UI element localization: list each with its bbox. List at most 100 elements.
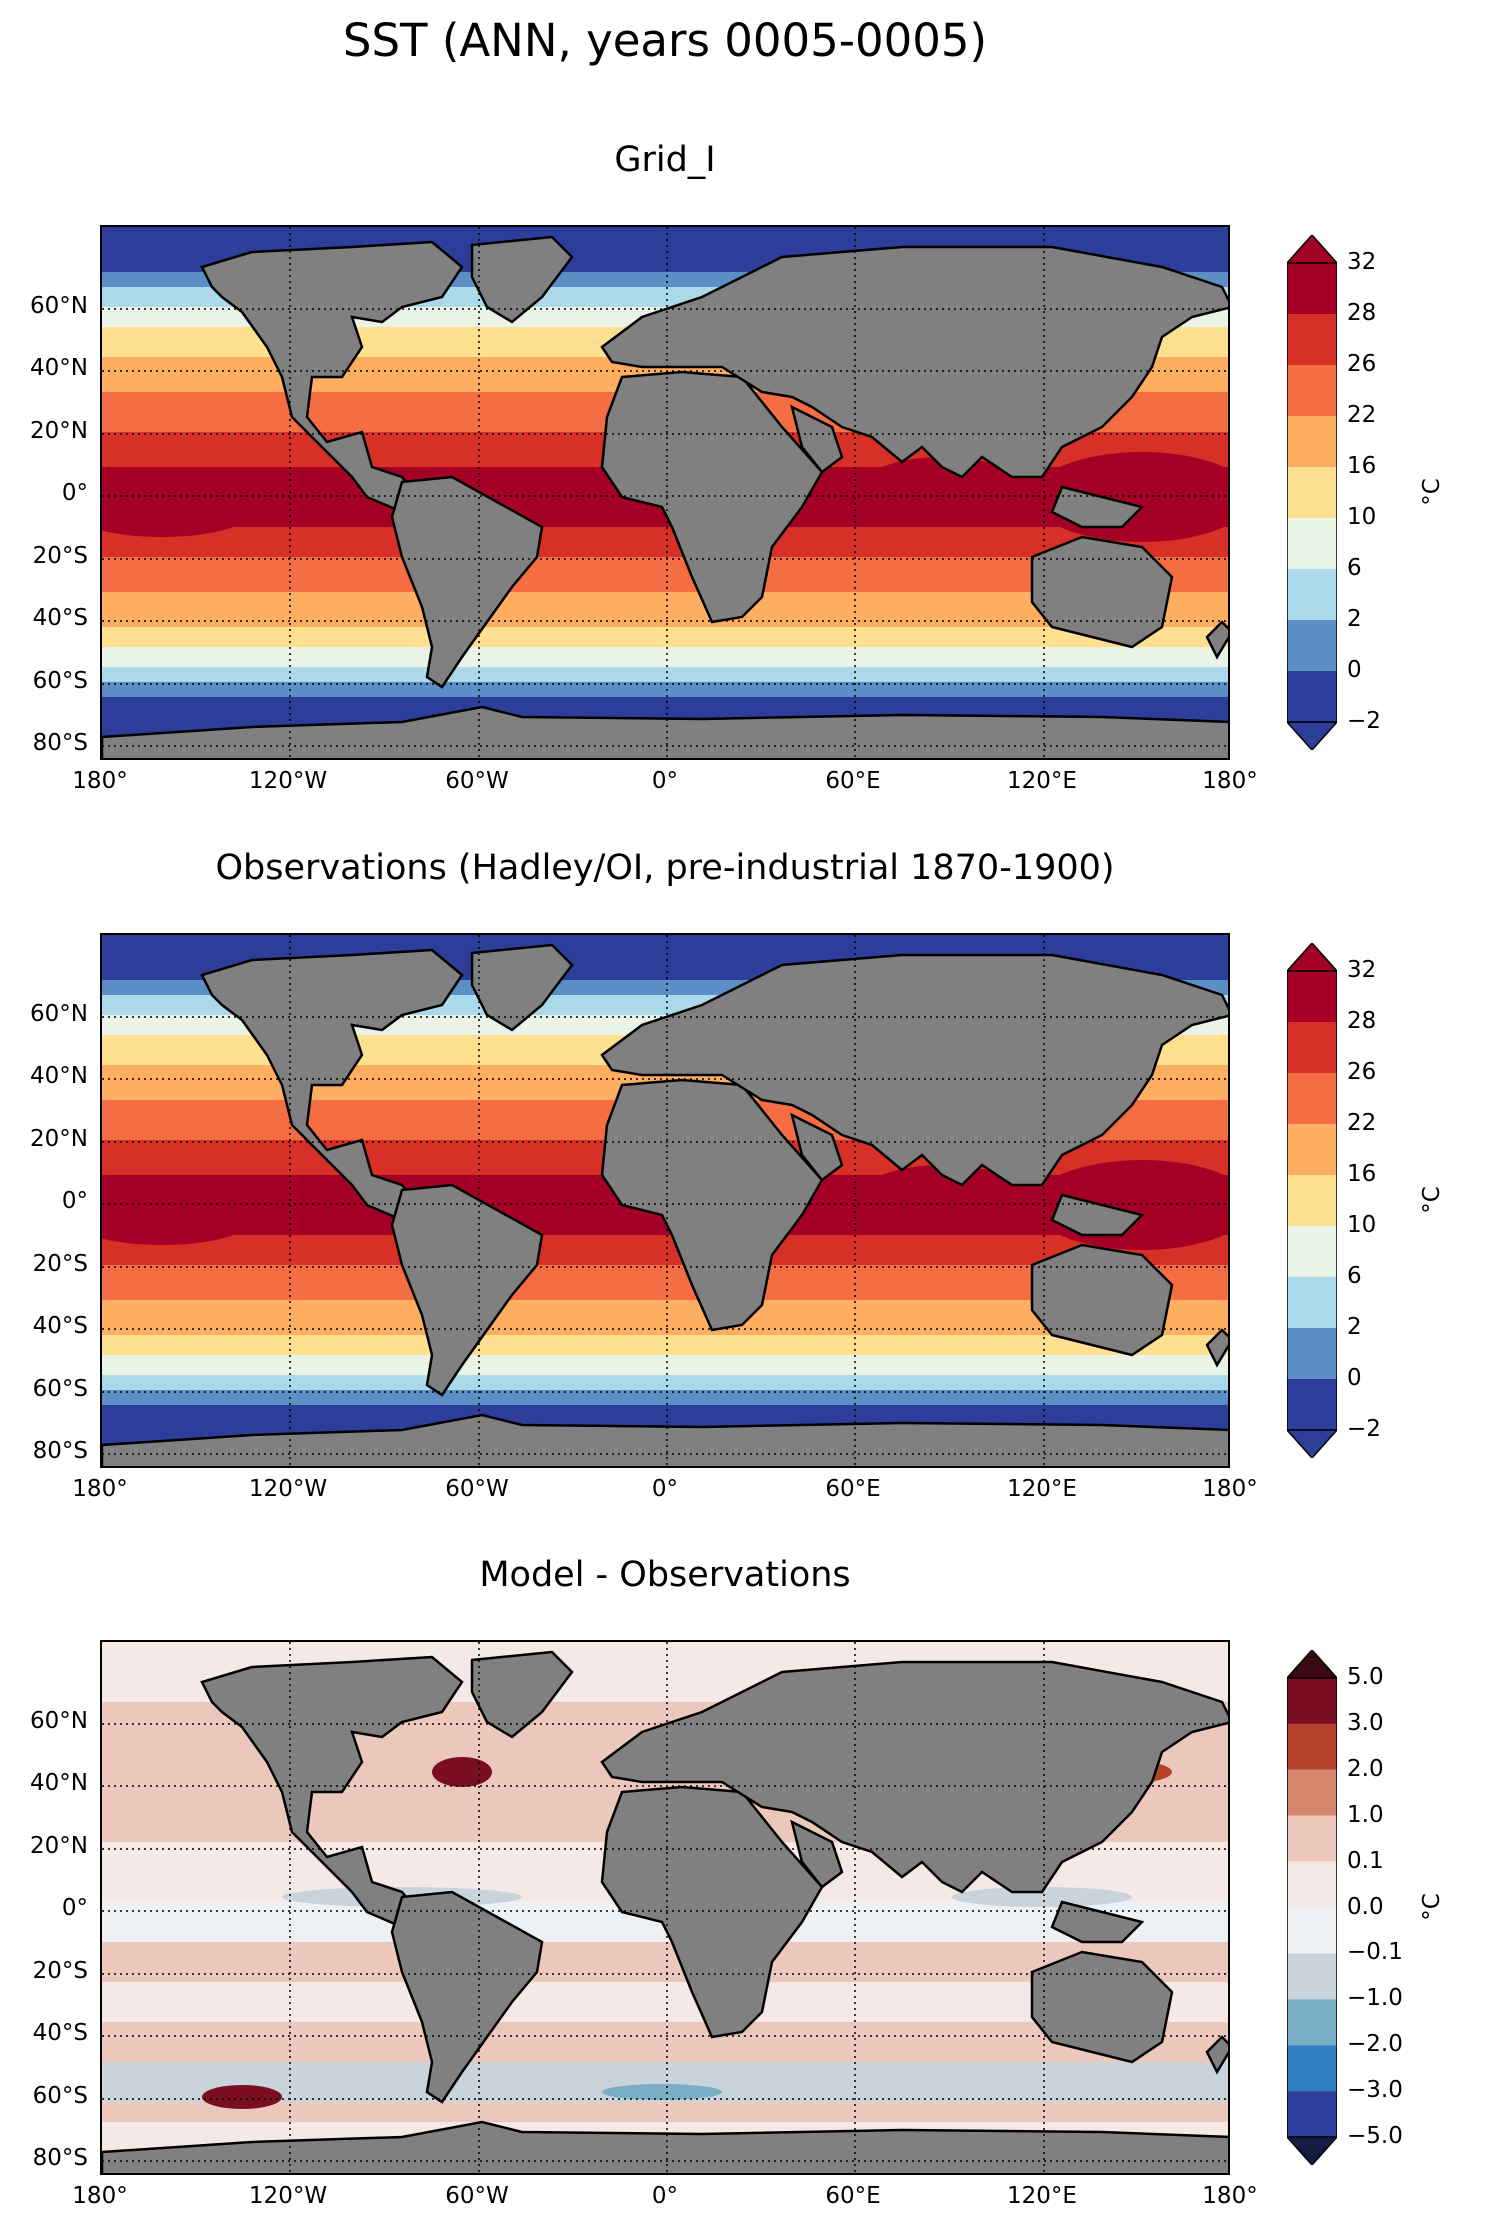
land-mass bbox=[600, 1785, 824, 2039]
colorbar-extend-top bbox=[1285, 1648, 1339, 1679]
colorbar-block bbox=[1287, 314, 1337, 365]
colorbar-tick-label: −0.1 bbox=[1347, 1939, 1403, 1966]
map-canvas bbox=[102, 935, 1228, 1466]
colorbar bbox=[1285, 941, 1339, 1460]
colorbar-tick-label: 32 bbox=[1347, 957, 1377, 983]
colorbar-tick-label: 2 bbox=[1347, 1314, 1362, 1340]
ocean-band bbox=[102, 682, 1228, 697]
colorbar-tick-label: −3.0 bbox=[1347, 2077, 1403, 2104]
colorbar-block bbox=[1287, 1678, 1337, 1724]
land-mass bbox=[1030, 1950, 1174, 2064]
land-mass bbox=[470, 943, 574, 1032]
lat-tick-label: 20°N bbox=[30, 418, 88, 444]
lat-tick-label: 60°N bbox=[30, 1708, 88, 1734]
land-mass bbox=[1050, 1900, 1145, 1944]
lon-tick-label: 180° bbox=[1202, 2183, 1258, 2209]
colorbar-block bbox=[1287, 971, 1337, 1022]
colorbar-block bbox=[1287, 620, 1337, 671]
lat-tick-label: 0° bbox=[61, 1895, 88, 1921]
colorbar-tick-label: −2.0 bbox=[1347, 2031, 1403, 2058]
colorbar-unit: °C bbox=[1418, 477, 1445, 506]
colorbar-extend-top bbox=[1285, 233, 1339, 264]
panel-title: Observations (Hadley/OI, pre-industrial … bbox=[215, 848, 1115, 888]
lon-tick-label: 0° bbox=[651, 2183, 679, 2209]
lat-tick-label: 0° bbox=[61, 1188, 88, 1214]
colorbar-tick-label: 0.0 bbox=[1347, 1893, 1384, 1920]
colorbar-extend-bottom bbox=[1285, 721, 1339, 752]
lon-tick-label: 0° bbox=[651, 768, 679, 794]
colorbar-tick-label: 0 bbox=[1347, 657, 1362, 683]
land-mass bbox=[470, 235, 574, 324]
lat-tick-label: 0° bbox=[61, 480, 88, 506]
land-mass bbox=[390, 1890, 544, 2104]
colorbar-tick-label: 5.0 bbox=[1347, 1664, 1384, 1690]
anomaly-blob bbox=[202, 2085, 282, 2109]
lat-tick-label: 20°S bbox=[32, 543, 88, 569]
colorbar-block bbox=[1287, 1769, 1337, 1816]
colorbar-block bbox=[1287, 1022, 1337, 1073]
lat-tick-label: 20°S bbox=[32, 1958, 88, 1984]
land-mass bbox=[390, 1183, 544, 1397]
lon-tick-label: 180° bbox=[72, 1476, 128, 1502]
lon-tick-label: 120°E bbox=[1007, 768, 1077, 794]
colorbar-tick-label: 6 bbox=[1347, 555, 1362, 581]
colorbar-tick-label: −5.0 bbox=[1347, 2123, 1403, 2149]
lat-tick-label: 40°N bbox=[30, 355, 88, 381]
warm-pool bbox=[862, 457, 1022, 517]
lon-tick-label: 180° bbox=[72, 768, 128, 794]
colorbar-tick-label: 16 bbox=[1347, 453, 1377, 479]
land-mass bbox=[790, 1819, 844, 1889]
lon-tick-label: 60°E bbox=[825, 1476, 881, 1502]
colorbar-tick-label: 28 bbox=[1347, 300, 1377, 326]
map-panel bbox=[100, 1640, 1230, 2175]
colorbar-block bbox=[1287, 1815, 1337, 1862]
colorbar bbox=[1285, 1648, 1339, 2167]
ocean-band bbox=[102, 647, 1228, 667]
land-mass bbox=[600, 1078, 824, 1332]
colorbar-block bbox=[1287, 263, 1337, 314]
lat-tick-label: 20°N bbox=[30, 1126, 88, 1152]
lat-tick-label: 40°S bbox=[32, 2020, 88, 2046]
colorbar-tick-label: 1.0 bbox=[1347, 1801, 1384, 1828]
colorbar-unit: °C bbox=[1418, 1892, 1445, 1921]
colorbar-block bbox=[1287, 1277, 1337, 1328]
colorbar-tick-label: 10 bbox=[1347, 504, 1377, 530]
colorbar-tick-label: 3.0 bbox=[1347, 1709, 1384, 1736]
lat-tick-label: 20°S bbox=[32, 1251, 88, 1277]
lon-tick-label: 120°W bbox=[248, 2183, 328, 2209]
land-mass bbox=[790, 1112, 844, 1182]
colorbar-block bbox=[1287, 1379, 1337, 1430]
land-mass bbox=[102, 2120, 1228, 2173]
colorbar-tick-label: 26 bbox=[1347, 351, 1377, 377]
colorbar-tick-label: 26 bbox=[1347, 1059, 1377, 1085]
ocean-band bbox=[102, 1390, 1228, 1405]
lon-tick-label: 0° bbox=[651, 1476, 679, 1502]
land-mass bbox=[1205, 1328, 1228, 1368]
colorbar-tick-label: 28 bbox=[1347, 1008, 1377, 1034]
colorbar-block bbox=[1287, 467, 1337, 518]
lon-tick-label: 60°W bbox=[445, 768, 509, 794]
ocean-band bbox=[102, 627, 1228, 647]
lat-tick-label: 80°S bbox=[32, 730, 88, 756]
lat-tick-label: 80°S bbox=[32, 1438, 88, 1464]
lat-tick-label: 60°N bbox=[30, 293, 88, 319]
colorbar-block bbox=[1287, 569, 1337, 620]
colorbar bbox=[1285, 233, 1339, 752]
lon-tick-label: 180° bbox=[1202, 1476, 1258, 1502]
land-mass bbox=[1030, 1243, 1174, 1357]
colorbar-tick-label: 10 bbox=[1347, 1212, 1377, 1238]
colorbar-tick-label: 6 bbox=[1347, 1263, 1362, 1289]
land-mass bbox=[790, 404, 844, 474]
colorbar-tick-label: 0.1 bbox=[1347, 1847, 1384, 1874]
land-mass bbox=[1050, 485, 1145, 529]
lon-tick-label: 60°E bbox=[825, 768, 881, 794]
panel-title: Grid_I bbox=[614, 140, 716, 180]
colorbar-block bbox=[1287, 1861, 1337, 1908]
land-mass bbox=[600, 953, 1228, 1187]
colorbar-tick-label: −1.0 bbox=[1347, 1985, 1403, 2012]
lat-tick-label: 20°N bbox=[30, 1833, 88, 1859]
land-mass bbox=[1030, 535, 1174, 649]
ocean-band bbox=[102, 1375, 1228, 1390]
colorbar-block bbox=[1287, 518, 1337, 569]
colorbar-block bbox=[1287, 1124, 1337, 1175]
